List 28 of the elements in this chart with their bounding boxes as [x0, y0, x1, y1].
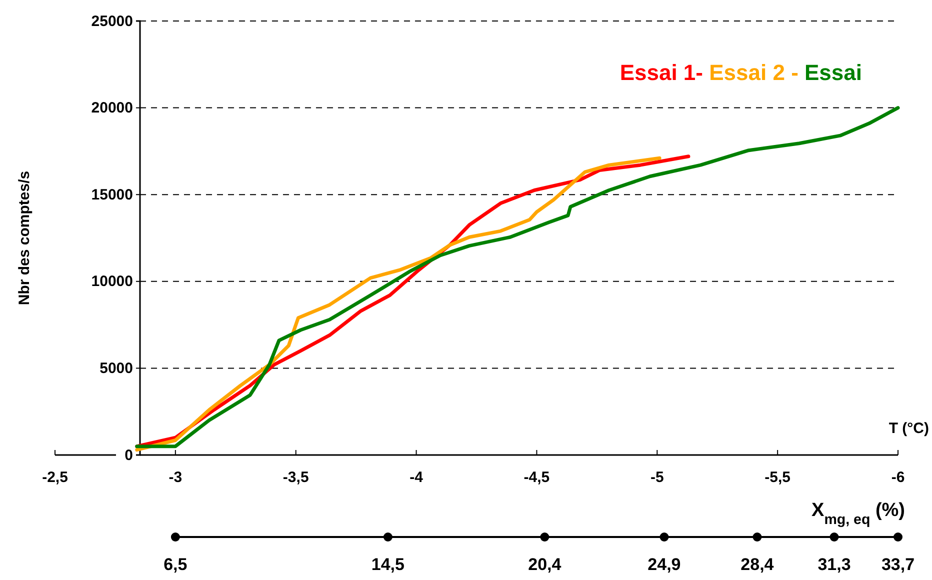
x2-tick-label: 24,9	[648, 555, 681, 574]
x2-tick-label: 31,3	[818, 555, 851, 574]
x2-tick-label: 28,4	[740, 555, 774, 574]
y-tick-label: 20000	[91, 100, 133, 117]
x2-tick-label: 14,5	[371, 555, 404, 574]
x-tick-label: -2,5	[42, 469, 68, 486]
x2-axis-title: X$_{mg, eq}$ (%)	[812, 500, 905, 528]
y-tick-label: 25000	[91, 12, 133, 30]
y-axis-title: Nbr des comptes/s	[16, 170, 33, 306]
y-tick-label: 15000	[91, 186, 133, 204]
x-tick-label: -6	[891, 469, 905, 486]
series-label: Essai	[798, 60, 862, 85]
x-tick-label: -4	[410, 469, 424, 486]
x-tick-label: -5,5	[764, 469, 790, 486]
text: Essai 1-	[620, 60, 703, 85]
x2-tick-label: 6,5	[164, 555, 188, 574]
x2-tick-label: 33,7	[881, 555, 915, 574]
x2-tick-label: 20,4	[528, 555, 562, 574]
y-tick-label: 0	[124, 446, 133, 464]
line-series	[135, 106, 900, 448]
text: Essai 2 -	[703, 60, 798, 85]
x-tick-label: -3,5	[282, 469, 309, 486]
x-axis-title: T (°C)	[888, 420, 929, 437]
y-tick-label: 5000	[100, 360, 133, 377]
y-tick-label: 10000	[91, 273, 133, 290]
x-tick-label: -3	[168, 469, 182, 486]
x-tick-label: -5	[650, 469, 664, 486]
x-tick-label: -4,5	[524, 469, 550, 486]
